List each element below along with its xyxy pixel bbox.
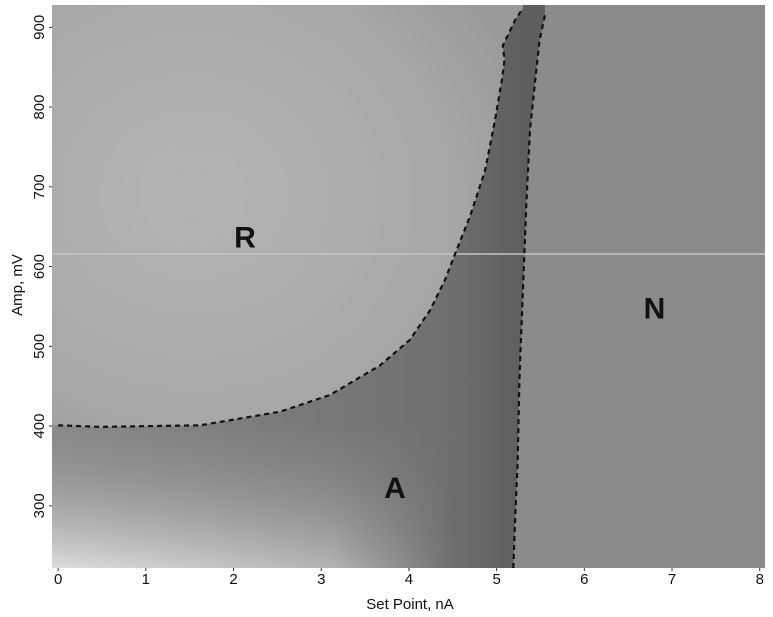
x-tick-label: 0 — [54, 571, 62, 588]
x-tick-label: 1 — [142, 571, 150, 588]
x-tick-label: 2 — [229, 571, 237, 588]
y-tick-label: 500 — [31, 334, 48, 359]
x-tick-label: 6 — [580, 571, 588, 588]
x-axis-label: Set Point, nA — [366, 596, 454, 613]
boundary-line — [512, 15, 546, 569]
x-tick-label: 3 — [317, 571, 325, 588]
noise-region — [52, 430, 452, 568]
y-tick-label: 600 — [31, 254, 48, 279]
boundary-line — [58, 7, 524, 429]
x-tick-label: 8 — [756, 571, 764, 588]
y-tick-label: 900 — [31, 15, 48, 40]
y-tick-label: 800 — [31, 95, 48, 120]
region-label: A — [384, 472, 406, 505]
x-tick-label: 7 — [668, 571, 676, 588]
region-label: R — [234, 221, 256, 254]
region-label: N — [644, 292, 666, 325]
y-tick-label: 700 — [31, 174, 48, 199]
x-tick-label: 4 — [405, 571, 413, 588]
y-tick-label: 300 — [31, 493, 48, 518]
y-axis-label: Amp, mV — [9, 254, 26, 316]
region-fill — [513, 5, 765, 568]
x-tick-label: 5 — [492, 571, 500, 588]
y-tick-label: 400 — [31, 414, 48, 439]
region-fill — [52, 5, 523, 427]
